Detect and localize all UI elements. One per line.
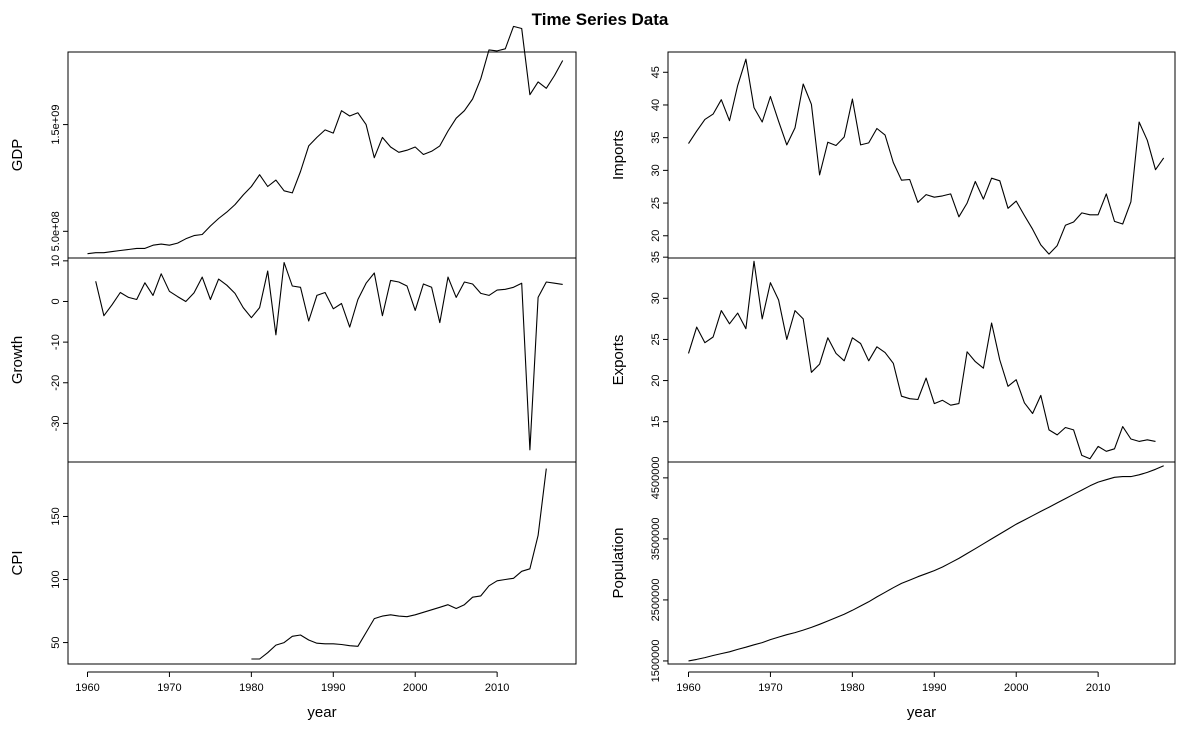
growth-y-tick-label: -20 — [50, 375, 62, 391]
growth-y-tick-label: -30 — [50, 415, 62, 431]
cpi-panel: CPI 50 100 150 — [9, 461, 577, 665]
x-axis-label: year — [907, 704, 936, 721]
left-x-axis: 1960 1970 1980 1990 2000 2010 year — [75, 671, 509, 721]
gdp-plot-frame — [67, 51, 577, 259]
x-tick-label: 2010 — [1086, 682, 1110, 694]
exports-plot-frame — [667, 257, 1176, 463]
gdp-series-line — [87, 25, 564, 255]
gdp-panel: GDP 5.0e+08 1.5e+09 — [9, 25, 577, 259]
panels-layer: GDP5.0e+081.5e+09Growth100-10-20-30CPI50… — [9, 25, 1176, 721]
x-tick-label: 1960 — [75, 682, 99, 694]
imports-y-tick-label: 40 — [650, 99, 662, 111]
growth-y-tick-label: -10 — [50, 334, 62, 350]
exports-y-tick-label: 25 — [650, 333, 662, 345]
chart-title: Time Series Data — [532, 10, 669, 29]
x-tick-label: 1960 — [676, 682, 700, 694]
x-tick-label: 1970 — [758, 682, 782, 694]
x-tick-label: 2010 — [485, 682, 509, 694]
right-x-axis: 1960 1970 1980 1990 2000 2010 year — [676, 671, 1110, 721]
growth-panel: Growth 10 0 -10 -20 -30 — [9, 255, 577, 463]
population-y-tick-label: 4500000 — [650, 456, 662, 499]
imports-plot-frame — [667, 51, 1176, 259]
imports-y-tick-label: 20 — [650, 230, 662, 242]
population-panel: Population 1500000 2500000 3500000 4500000 — [610, 456, 1176, 683]
exports-y-tick-label: 30 — [650, 292, 662, 304]
imports-series-line — [688, 58, 1165, 255]
cpi-series-line — [251, 468, 547, 660]
x-tick-label: 1970 — [157, 682, 181, 694]
imports-y-tick-label: 45 — [650, 66, 662, 78]
population-y-tick-label: 1500000 — [650, 640, 662, 683]
population-y-tick-label: 2500000 — [650, 579, 662, 622]
population-plot-frame — [667, 461, 1176, 665]
exports-y-axis-label: Exports — [610, 335, 627, 386]
cpi-plot-frame — [67, 461, 577, 665]
growth-series-line — [95, 261, 563, 451]
imports-panel: Imports 20 25 30 35 40 45 — [610, 51, 1176, 259]
x-tick-label: 1990 — [321, 682, 345, 694]
gdp-y-axis-label: GDP — [9, 139, 26, 172]
cpi-y-tick-label: 150 — [50, 507, 62, 525]
imports-y-tick-label: 25 — [650, 197, 662, 209]
x-tick-label: 1980 — [239, 682, 263, 694]
cpi-y-tick-label: 50 — [50, 636, 62, 648]
cpi-y-tick-label: 100 — [50, 570, 62, 588]
exports-y-tick-label: 15 — [650, 416, 662, 428]
imports-y-tick-label: 35 — [650, 132, 662, 144]
x-tick-label: 2000 — [1004, 682, 1028, 694]
exports-y-tick-label: 35 — [650, 251, 662, 263]
exports-y-tick-label: 20 — [650, 374, 662, 386]
exports-series-line — [687, 260, 1156, 460]
growth-y-tick-label: 0 — [50, 298, 62, 304]
x-tick-label: 1980 — [840, 682, 864, 694]
x-tick-label: 1990 — [922, 682, 946, 694]
population-y-axis-label: Population — [610, 528, 627, 599]
growth-y-axis-label: Growth — [9, 336, 26, 384]
imports-y-tick-label: 30 — [650, 164, 662, 176]
cpi-y-axis-label: CPI — [9, 550, 26, 575]
growth-y-tick-label: 10 — [50, 255, 62, 267]
exports-panel: Exports 15 20 25 30 35 — [610, 251, 1176, 463]
growth-plot-frame — [67, 257, 577, 463]
x-tick-label: 2000 — [403, 682, 427, 694]
imports-y-axis-label: Imports — [610, 130, 627, 180]
x-axis-label: year — [307, 704, 336, 721]
gdp-y-tick-label: 1.5e+09 — [50, 105, 62, 145]
population-series-line — [688, 465, 1164, 662]
gdp-y-tick-label: 5.0e+08 — [50, 211, 62, 251]
population-y-tick-label: 3500000 — [650, 517, 662, 560]
